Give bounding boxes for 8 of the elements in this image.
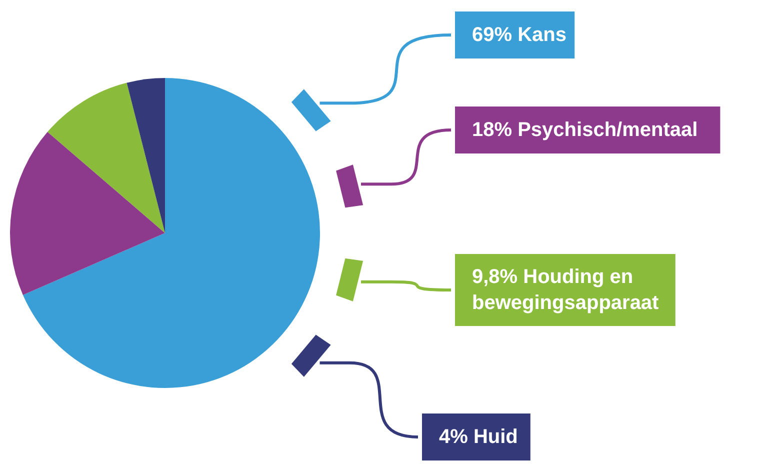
legend-label: 69% Kans — [472, 24, 566, 46]
pie-slice — [22, 78, 320, 388]
legend-label: 9,8% Houding en bewegingsapparaat — [472, 266, 660, 314]
pie-slice — [10, 132, 165, 295]
pie-slice — [126, 78, 165, 233]
legend-label: 4% Huid — [439, 426, 518, 448]
pie-slice — [48, 82, 165, 233]
legend-label: 18% Psychisch/mentaal — [472, 119, 698, 141]
